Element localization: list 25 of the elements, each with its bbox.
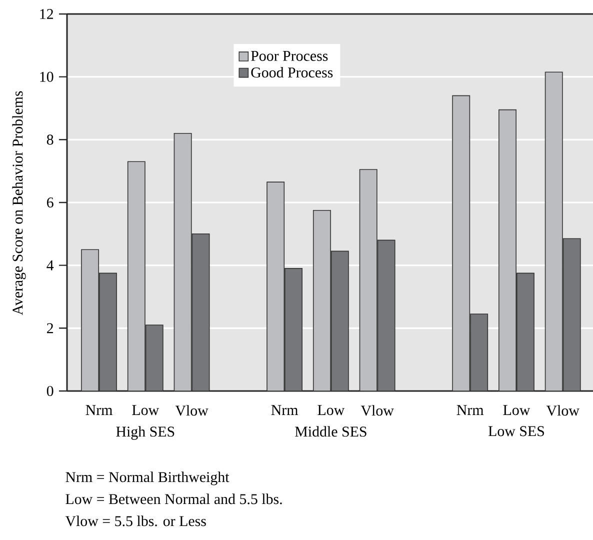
x-tick-label: Nrm (456, 405, 484, 415)
y-tick-label: 4 (46, 260, 54, 270)
text: Middle SES (295, 426, 366, 437)
legend-label: Good Process (251, 67, 333, 78)
x-tick-label: Vlow (360, 405, 394, 416)
y-tick-label: 0 (46, 386, 54, 396)
x-tick-label: Low (318, 405, 345, 416)
text: Low = Between Normal and 5.5 lbs. (66, 494, 282, 504)
legend-label: Poor Process (251, 51, 328, 61)
x-tick-label: Low (132, 405, 160, 416)
x-tick-label: Nrm (271, 405, 298, 415)
y-tick-label: 8 (46, 134, 54, 145)
y-axis-title: Average Score on Behavior Problems (12, 91, 26, 316)
text: Vlow = 5.5 lbs. or Less (65, 516, 206, 526)
x-tick-label: Low (503, 405, 530, 416)
y-tick-label: 10 (40, 72, 54, 82)
x-tick-label: Vlow (175, 405, 208, 416)
x-tick-label: Nrm (86, 405, 112, 415)
text: Low SES (488, 426, 544, 436)
x-tick-label: Vlow (546, 405, 580, 416)
text: High SES (116, 426, 174, 440)
text: Nrm = Normal Birthweight (66, 472, 230, 486)
y-tick-label: 6 (46, 197, 54, 208)
y-tick-label: 12 (40, 9, 53, 19)
y-tick-label: 2 (47, 323, 53, 334)
